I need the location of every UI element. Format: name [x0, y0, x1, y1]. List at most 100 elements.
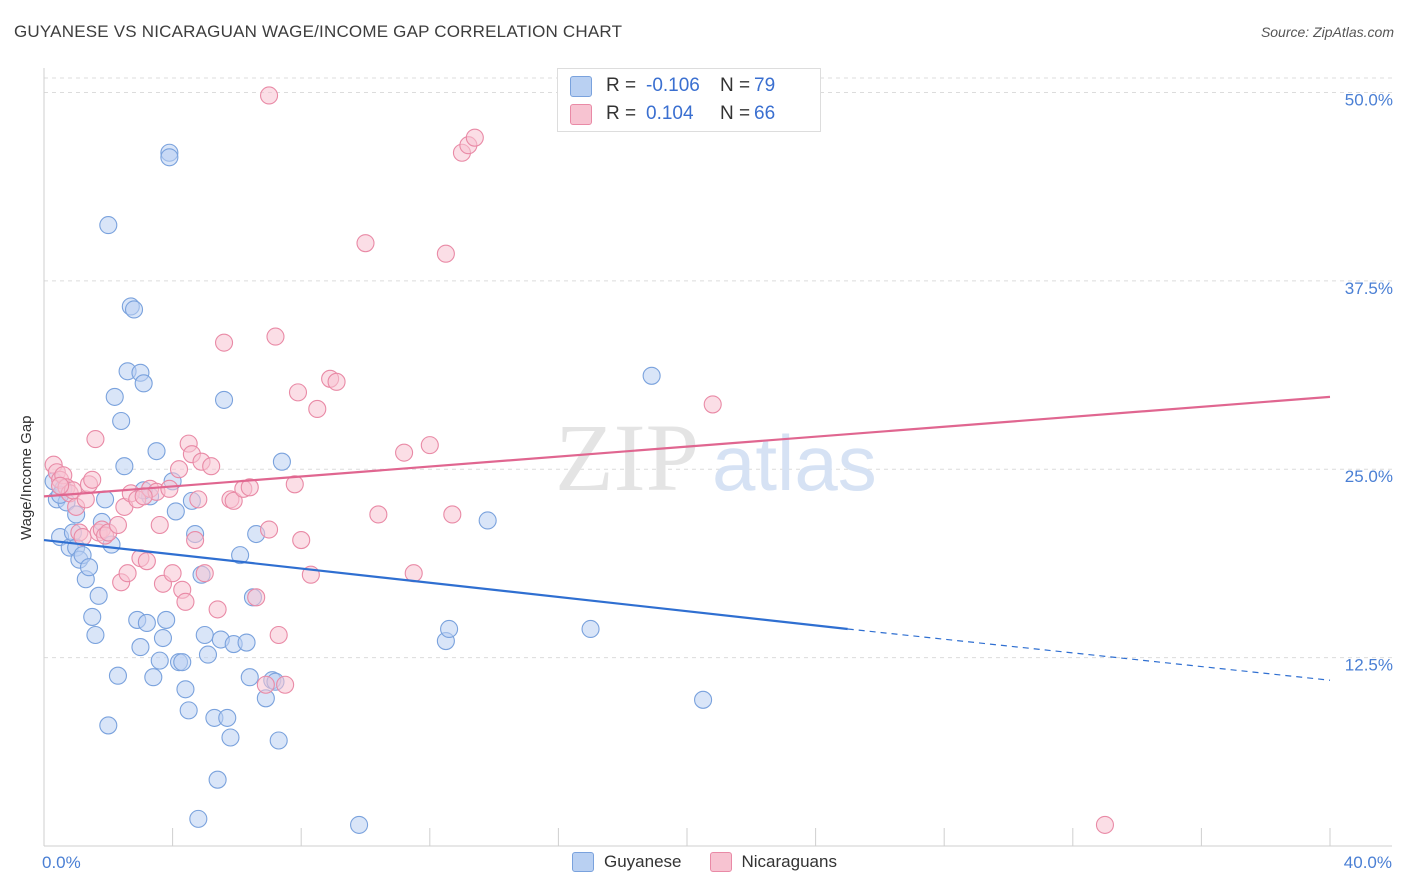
guyanese-point [89, 586, 108, 605]
nicaraguan-point [465, 128, 484, 147]
y-tick-label: 12.5% [1345, 656, 1393, 675]
nicaraguan-point [285, 475, 304, 494]
guyanese-point [214, 390, 234, 409]
guyanese-point [105, 387, 124, 406]
nicaraguan-point [86, 430, 105, 449]
nicaraguan-point [703, 395, 722, 414]
trend-line-guyanese [43, 538, 848, 631]
guyanese-point [147, 442, 166, 461]
guyanese-point [86, 625, 105, 645]
stats-legend: R = -0.106 N = 79 R = 0.104 N = 66 [557, 68, 821, 132]
chart-title: GUYANESE VS NICARAGUAN WAGE/INCOME GAP C… [14, 22, 623, 41]
guyanese-point [179, 701, 198, 720]
nicaraguan-point [163, 564, 182, 583]
grid-layer [44, 77, 1392, 659]
stats-swatch-nicaraguans [570, 103, 592, 125]
nicaraguan-point [404, 564, 423, 583]
guyanese-point [440, 619, 459, 639]
nicaraguan-point [1095, 815, 1114, 834]
nicaraguan-point [292, 531, 311, 550]
guyanese-point [144, 668, 163, 687]
nicaraguan-point [276, 675, 295, 694]
guyanese-point [131, 638, 150, 657]
stats-row-guyanese: R = -0.106 N = 79 [570, 73, 775, 99]
nicaraguan-point [240, 478, 259, 497]
legend-label-nicaraguans: Nicaraguans [741, 852, 837, 871]
legend-item-nicaraguans[interactable]: Nicaraguans [709, 852, 837, 872]
nicaraguan-point [118, 564, 137, 583]
guyanese-point [198, 645, 218, 664]
guyanese-point [173, 653, 192, 672]
nicaraguan-point [137, 552, 156, 571]
nicaraguan-point [176, 592, 195, 611]
legend: Guyanese Nicaraguans [572, 852, 837, 872]
nicaraguan-point [308, 399, 327, 419]
guyanese-point [99, 716, 118, 735]
nicaraguan-point [208, 600, 227, 619]
legend-swatch-nicaraguans [709, 852, 732, 872]
nicaraguan-point [288, 383, 308, 402]
n-value: 79 [754, 75, 776, 96]
nicaraguan-point [224, 491, 243, 510]
guyanese-point [160, 148, 179, 167]
nicaraguan-point [195, 564, 214, 583]
guyanese-point [134, 374, 153, 393]
guyanese-point [150, 651, 169, 670]
n-label: N = [720, 75, 751, 96]
guyanese-point [79, 558, 99, 577]
guyanese-point [694, 690, 713, 709]
watermark-zip: ZIP [555, 404, 699, 511]
guyanese-point [157, 610, 176, 629]
y-tick-label: 25.0% [1345, 467, 1393, 486]
guyanese-point [240, 668, 259, 687]
legend-item-guyanese[interactable]: Guyanese [572, 852, 682, 872]
guyanese-point [272, 452, 291, 471]
nicaraguan-point [443, 505, 462, 524]
r-value: 0.104 [646, 103, 694, 124]
guyanese-point [83, 607, 102, 626]
n-value: 66 [754, 103, 776, 124]
nicaraguan-point [395, 443, 414, 462]
nicaraguan-point [420, 436, 439, 455]
nicaraguan-point [356, 234, 375, 253]
guyanese-point [115, 457, 134, 476]
r-label: R = [606, 103, 637, 124]
guyanese-point [269, 731, 288, 750]
watermark: ZIP atlas [555, 404, 877, 511]
nicaraguan-point [269, 625, 288, 645]
nicaraguan-point [51, 476, 70, 495]
y-tick-label: 37.5% [1345, 279, 1393, 298]
guyanese-point [195, 625, 214, 645]
nicaraguan-point [202, 457, 221, 476]
legend-swatch-guyanese [572, 852, 594, 872]
nicaraguan-point [259, 520, 279, 539]
chart-source: Source: ZipAtlas.com [1260, 24, 1394, 40]
stats-row-nicaraguans: R = 0.104 N = 66 [570, 101, 775, 127]
r-value: -0.106 [646, 75, 700, 96]
stats-swatch-guyanese [570, 75, 592, 97]
guyanese-point [581, 619, 600, 639]
nicaraguan-point [186, 531, 205, 550]
x-tick-label-min: 0.0% [42, 853, 81, 872]
nicaraguan-point [247, 588, 266, 607]
guyanese-point [176, 680, 195, 699]
guyanese-point [642, 366, 661, 385]
trend-line-guyanese-extension [847, 628, 1331, 681]
guyanese-point [96, 490, 115, 509]
nicaraguan-point [150, 515, 169, 535]
x-tick-label-max: 40.0% [1343, 853, 1392, 872]
nicaraguan-point [256, 675, 275, 694]
guyanese-point [112, 411, 131, 431]
legend-label-guyanese: Guyanese [604, 852, 682, 871]
r-label: R = [606, 75, 637, 96]
axis-layer: 12.5% 25.0% 37.5% 50.0% [43, 68, 1393, 847]
guyanese-point [237, 633, 256, 652]
trend-layer [43, 395, 1331, 681]
nicaraguan-point [266, 327, 285, 346]
guyanese-point [350, 815, 369, 834]
nicaraguan-point [369, 505, 388, 524]
guyanese-point [221, 728, 240, 747]
y-axis-title: Wage/Income Gap [18, 415, 35, 540]
guyanese-point [124, 300, 144, 319]
